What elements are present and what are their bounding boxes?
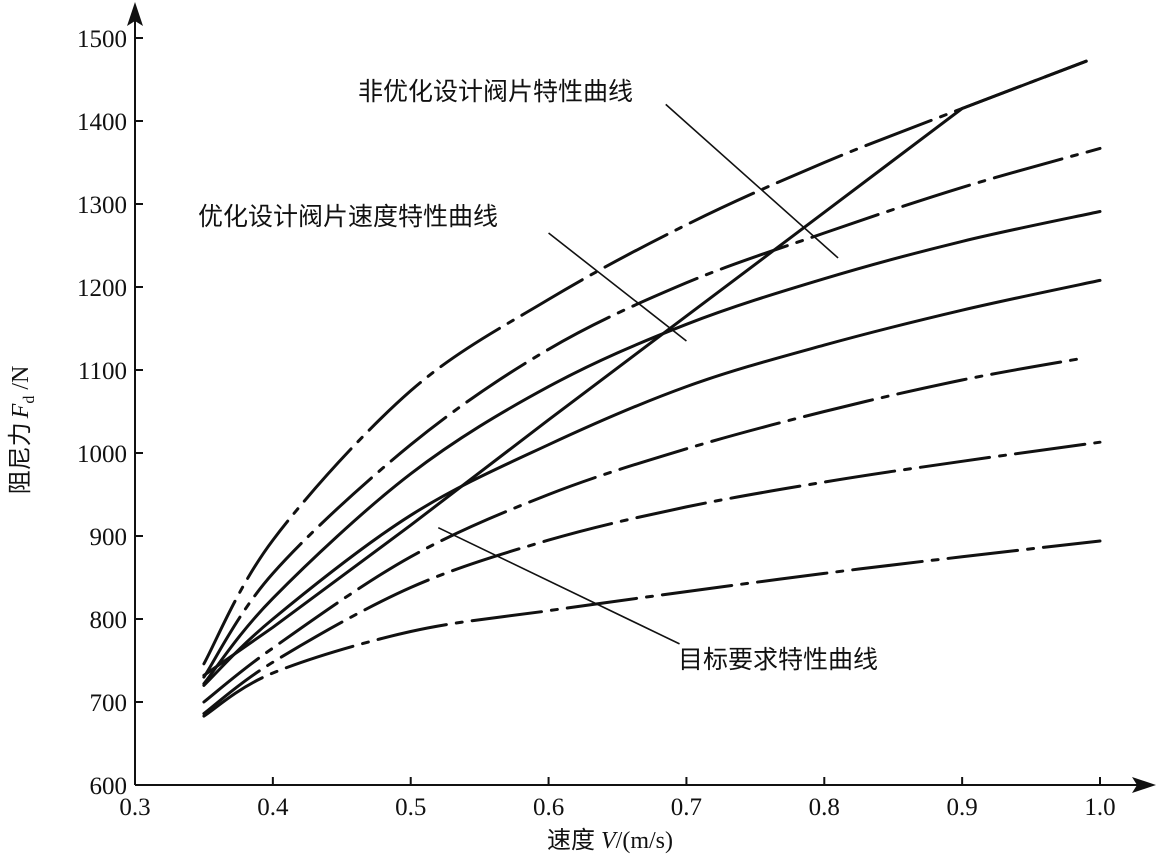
x-tick-label: 0.6 [533,794,564,821]
series-line-curve-3 [202,146,1102,679]
series-line-curve-7 [202,440,1102,716]
annotation-target: 目标要求特性曲线 [678,645,878,674]
x-tick-label: 0.5 [395,794,426,821]
y-tick-label: 1000 [77,441,127,468]
x-axis-arrow [1132,777,1156,793]
y-ticks: 600 700 800 900 1000 1100 1200 1300 1400 1500 [77,26,143,800]
series-line-curve-8 [202,539,1102,718]
series-line-target [202,59,1088,677]
x-tick-label: 0.3 [119,794,150,821]
x-tick-label: 0.9 [947,794,978,821]
y-tick-label: 1200 [77,275,127,302]
annotation-leader-line [665,103,839,259]
x-ticks: 0.3 0.4 0.5 0.6 0.7 0.8 0.9 1.0 [119,777,1116,821]
series-line-curve-5 [202,278,1102,687]
y-tick-label: 900 [90,524,128,551]
curves [202,59,1102,718]
y-tick-label: 600 [90,773,128,800]
annotation-non-optimized: 非优化设计阀片特性曲线 [358,77,633,106]
series-line-non-optimized [202,59,1088,666]
series-line-optimized [202,210,1102,686]
y-tick-label: 800 [90,607,128,634]
x-tick-label: 0.7 [671,794,702,821]
y-axis-arrow [127,2,143,26]
axes [127,2,1156,793]
y-axis-label: 阻尼力Fd /N [6,366,38,495]
x-axis-label: 速度 V/(m/s) [547,826,673,854]
y-tick-label: 1300 [77,192,127,219]
annotation-leader-line [548,232,687,342]
x-tick-label: 0.4 [257,794,289,821]
annotation-optimized: 优化设计阀片速度特性曲线 [198,202,498,231]
series-line-curve-6 [202,356,1088,704]
x-tick-label: 1.0 [1084,794,1115,821]
annotation-leaders [437,103,839,645]
y-tick-label: 1400 [77,109,127,136]
y-tick-label: 1100 [78,358,127,385]
y-tick-label: 700 [90,690,128,717]
y-tick-label: 1500 [77,26,127,53]
x-tick-label: 0.8 [809,794,840,821]
annotation-leader-line [437,526,680,645]
